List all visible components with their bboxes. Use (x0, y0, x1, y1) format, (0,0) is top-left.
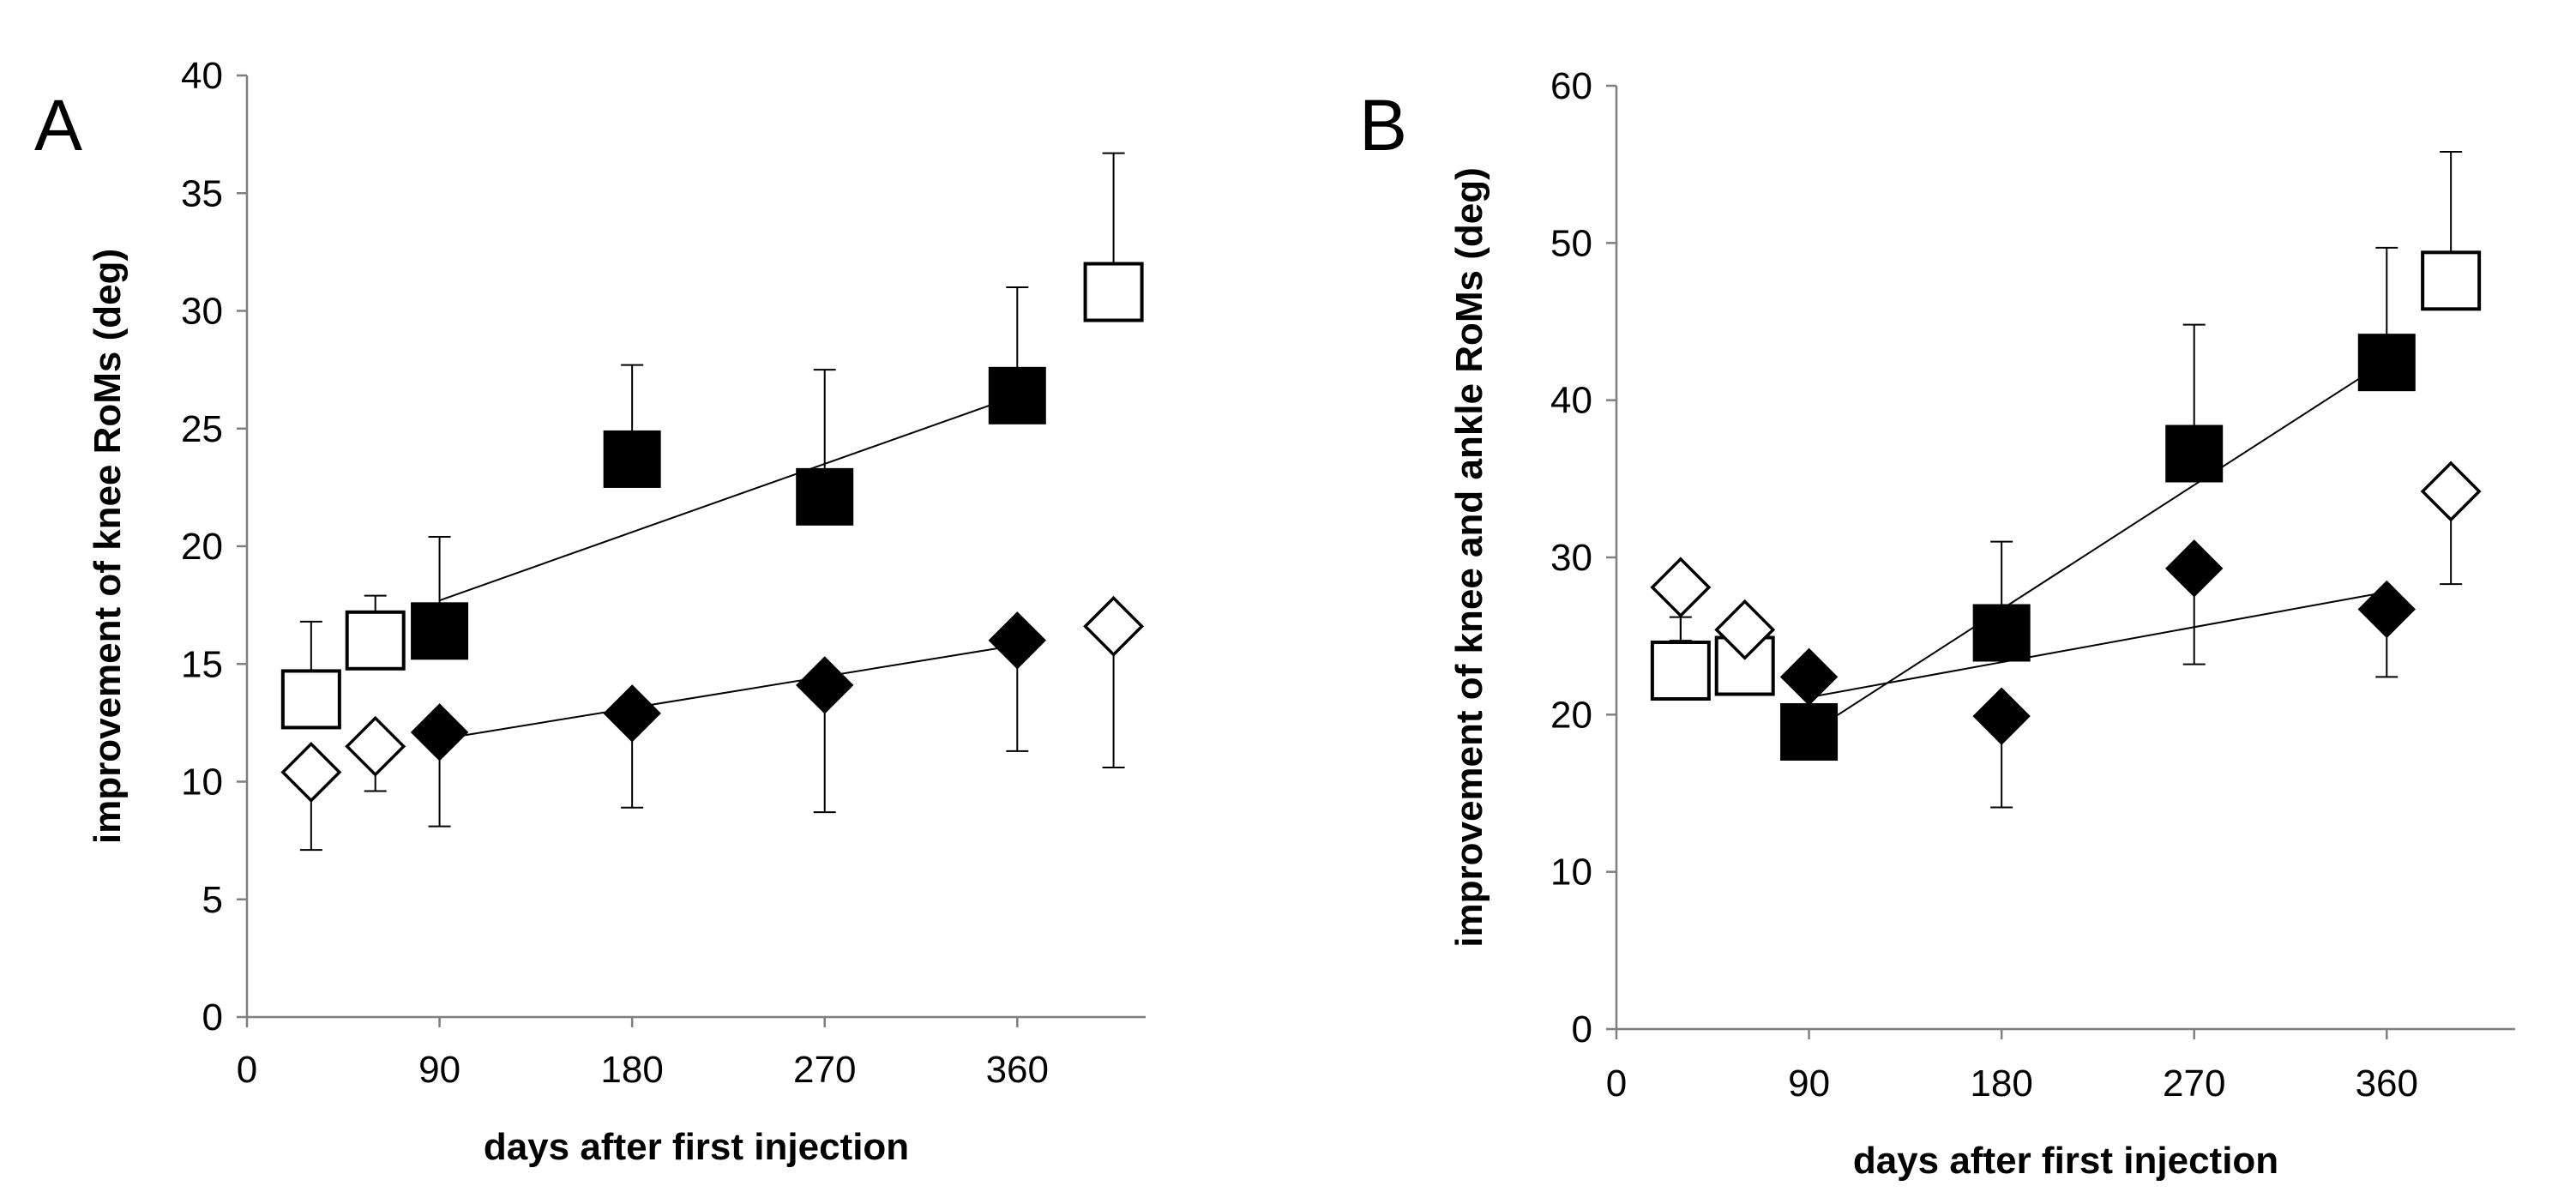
x-tick-label: 180 (600, 1049, 663, 1091)
x-axis-label: days after first injection (1853, 1140, 2278, 1182)
filled-square-point (1972, 604, 2031, 662)
x-tick-label: 270 (2163, 1063, 2225, 1105)
x-tick-label: 0 (1606, 1063, 1627, 1105)
x-tick-label: 360 (2356, 1063, 2418, 1105)
x-tick-label: 90 (418, 1049, 460, 1091)
filled-square-point (796, 467, 854, 526)
open-diamond-point (1083, 595, 1145, 657)
x-tick-label: 360 (986, 1049, 1049, 1091)
panel-a: A 0 5 10 15 20 25 30 35 40 0 90 180 270 360 days after … (34, 55, 1146, 1168)
x-tick-label: 0 (237, 1049, 257, 1091)
y-axis-label: improvement of knee and ankle RoMs (deg) (1448, 167, 1490, 948)
open-square-point (280, 669, 341, 730)
filled-diamond-point (988, 611, 1046, 670)
open-diamond-point (2420, 461, 2482, 522)
trend-line (1809, 591, 2387, 699)
y-tick-label: 35 (181, 172, 223, 214)
panel-letter: A (34, 85, 82, 166)
y-tick-label: 20 (181, 526, 223, 568)
y-tick-label: 30 (181, 291, 223, 333)
y-tick-label: 10 (1550, 852, 1592, 894)
filled-square-point (411, 602, 469, 660)
filled-square-point (2357, 334, 2416, 392)
y-tick-label: 10 (181, 762, 223, 804)
filled-square-point (2165, 424, 2224, 483)
open-square-point (1650, 641, 1711, 701)
y-tick-label: 20 (1550, 694, 1592, 736)
y-tick-label: 5 (202, 879, 223, 921)
open-diamond-point (280, 742, 342, 803)
panel-b: B 0 10 20 30 40 50 60 0 90 180 270 360 days after fir… (1359, 65, 2515, 1182)
filled-square-point (988, 366, 1046, 424)
open-square-point (345, 610, 406, 671)
trend-line (439, 394, 1018, 602)
open-square-point (2421, 250, 2482, 311)
x-tick-label: 90 (1788, 1063, 1830, 1105)
filled-square-point (603, 430, 661, 488)
y-tick-label: 30 (1550, 537, 1592, 579)
filled-square-point (1780, 703, 1839, 761)
filled-diamond-point (796, 656, 854, 714)
x-tick-label: 180 (1970, 1063, 2032, 1105)
open-square-point (1083, 262, 1144, 322)
y-tick-label: 25 (181, 408, 223, 450)
y-tick-label: 0 (1572, 1008, 1592, 1050)
filled-diamond-point (2357, 580, 2416, 639)
filled-diamond-point (1779, 647, 1839, 707)
y-axis-label: improvement of knee RoMs (deg) (87, 249, 129, 844)
open-diamond-point (1650, 557, 1712, 618)
panel-letter: B (1359, 85, 1407, 166)
y-tick-label: 15 (181, 643, 223, 685)
y-tick-label: 40 (181, 55, 223, 97)
open-diamond-point (345, 715, 406, 777)
filled-diamond-point (1972, 687, 2031, 745)
y-tick-label: 60 (1550, 65, 1592, 107)
trend-line (1809, 359, 2387, 735)
x-tick-label: 270 (793, 1049, 856, 1091)
filled-diamond-point (2165, 539, 2224, 598)
open-diamond-point (1714, 599, 1776, 660)
y-tick-label: 0 (202, 996, 223, 1038)
y-tick-label: 50 (1550, 222, 1592, 264)
y-tick-label: 40 (1550, 380, 1592, 422)
filled-diamond-point (603, 684, 661, 743)
filled-diamond-point (410, 703, 469, 762)
x-axis-label: days after first injection (484, 1126, 909, 1168)
trend-line (439, 644, 1018, 741)
